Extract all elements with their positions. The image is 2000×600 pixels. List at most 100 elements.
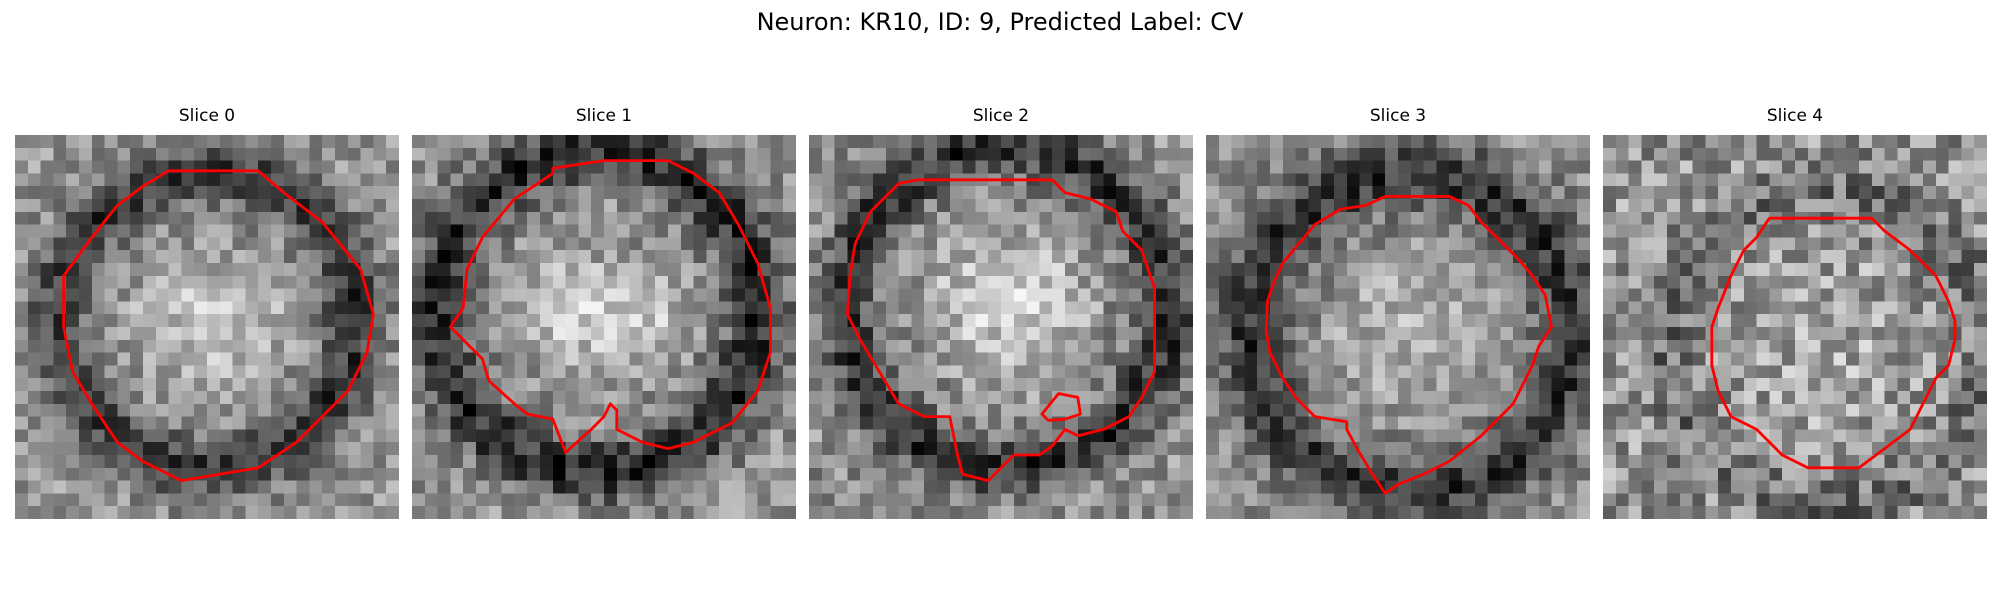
image-pixel	[437, 416, 451, 430]
image-pixel	[207, 224, 221, 238]
image-pixel	[168, 480, 182, 494]
image-pixel	[873, 339, 887, 353]
image-pixel	[1487, 339, 1501, 353]
image-pixel	[1103, 250, 1117, 264]
image-pixel	[744, 288, 758, 302]
image-pixel	[1423, 250, 1437, 264]
image-pixel	[552, 301, 566, 315]
image-pixel	[975, 352, 989, 366]
image-pixel	[1180, 173, 1193, 187]
image-pixel	[219, 416, 233, 430]
image-pixel	[873, 314, 887, 328]
image-pixel	[1782, 263, 1796, 277]
image-pixel	[1551, 301, 1565, 315]
image-pixel	[1436, 237, 1450, 251]
image-pixel	[527, 352, 541, 366]
image-pixel	[1628, 135, 1642, 149]
image-pixel	[514, 391, 528, 405]
image-pixel	[245, 467, 259, 481]
image-pixel	[335, 275, 349, 289]
image-pixel	[53, 506, 67, 519]
image-pixel	[1129, 480, 1143, 494]
image-pixel	[347, 288, 361, 302]
image-pixel	[1154, 199, 1168, 213]
image-pixel	[629, 493, 643, 507]
image-pixel	[1410, 378, 1424, 392]
image-pixel	[1526, 480, 1540, 494]
image-pixel	[15, 339, 29, 353]
image-pixel	[424, 301, 438, 315]
image-pixel	[1423, 429, 1437, 443]
image-pixel	[885, 314, 899, 328]
image-pixel	[1577, 493, 1590, 507]
image-pixel	[347, 391, 361, 405]
image-pixel	[476, 416, 490, 430]
image-pixel	[424, 416, 438, 430]
image-pixel	[1039, 352, 1053, 366]
image-pixel	[258, 429, 272, 443]
image-pixel	[514, 301, 528, 315]
image-pixel	[1513, 173, 1527, 187]
image-pixel	[1961, 224, 1975, 238]
image-pixel	[706, 467, 720, 481]
image-pixel	[476, 301, 490, 315]
image-pixel	[1206, 301, 1220, 315]
image-pixel	[155, 275, 169, 289]
image-pixel	[962, 480, 976, 494]
image-pixel	[1295, 467, 1309, 481]
image-pixel	[1833, 467, 1847, 481]
image-pixel	[463, 365, 477, 379]
image-pixel	[680, 327, 694, 341]
image-pixel	[1897, 224, 1911, 238]
image-pixel	[1615, 403, 1629, 417]
image-pixel	[937, 416, 951, 430]
image-pixel	[347, 135, 361, 149]
image-pixel	[1564, 301, 1578, 315]
image-pixel	[194, 199, 208, 213]
image-pixel	[1321, 135, 1335, 149]
image-pixel	[783, 365, 796, 379]
image-pixel	[168, 301, 182, 315]
image-pixel	[1551, 480, 1565, 494]
image-pixel	[1833, 352, 1847, 366]
image-pixel	[809, 403, 823, 417]
image-pixel	[783, 493, 796, 507]
image-pixel	[53, 480, 67, 494]
image-pixel	[1718, 416, 1732, 430]
image-pixel	[296, 327, 310, 341]
image-pixel	[91, 506, 105, 519]
image-pixel	[143, 506, 157, 519]
image-pixel	[937, 160, 951, 174]
image-pixel	[655, 135, 669, 149]
image-pixel	[1692, 314, 1706, 328]
image-pixel	[783, 416, 796, 430]
image-pixel	[898, 429, 912, 443]
image-pixel	[1500, 455, 1514, 469]
image-pixel	[245, 275, 259, 289]
image-pixel	[1295, 211, 1309, 225]
image-pixel	[1884, 327, 1898, 341]
image-pixel	[1270, 186, 1284, 200]
image-pixel	[117, 301, 131, 315]
image-pixel	[744, 506, 758, 519]
image-pixel	[91, 314, 105, 328]
image-pixel	[143, 224, 157, 238]
image-pixel	[15, 467, 29, 481]
image-pixel	[809, 237, 823, 251]
image-pixel	[1603, 211, 1617, 225]
image-pixel	[1244, 199, 1258, 213]
image-pixel	[79, 339, 93, 353]
image-pixel	[949, 224, 963, 238]
image-pixel	[540, 365, 554, 379]
image-pixel	[283, 147, 297, 161]
image-pixel	[1129, 314, 1143, 328]
image-pixel	[283, 173, 297, 187]
image-pixel	[1692, 224, 1706, 238]
roi-contour	[448, 159, 772, 454]
image-pixel	[1218, 224, 1232, 238]
image-pixel	[642, 275, 656, 289]
image-pixel	[1282, 339, 1296, 353]
image-pixel	[232, 480, 246, 494]
image-pixel	[1961, 199, 1975, 213]
image-pixel	[860, 314, 874, 328]
